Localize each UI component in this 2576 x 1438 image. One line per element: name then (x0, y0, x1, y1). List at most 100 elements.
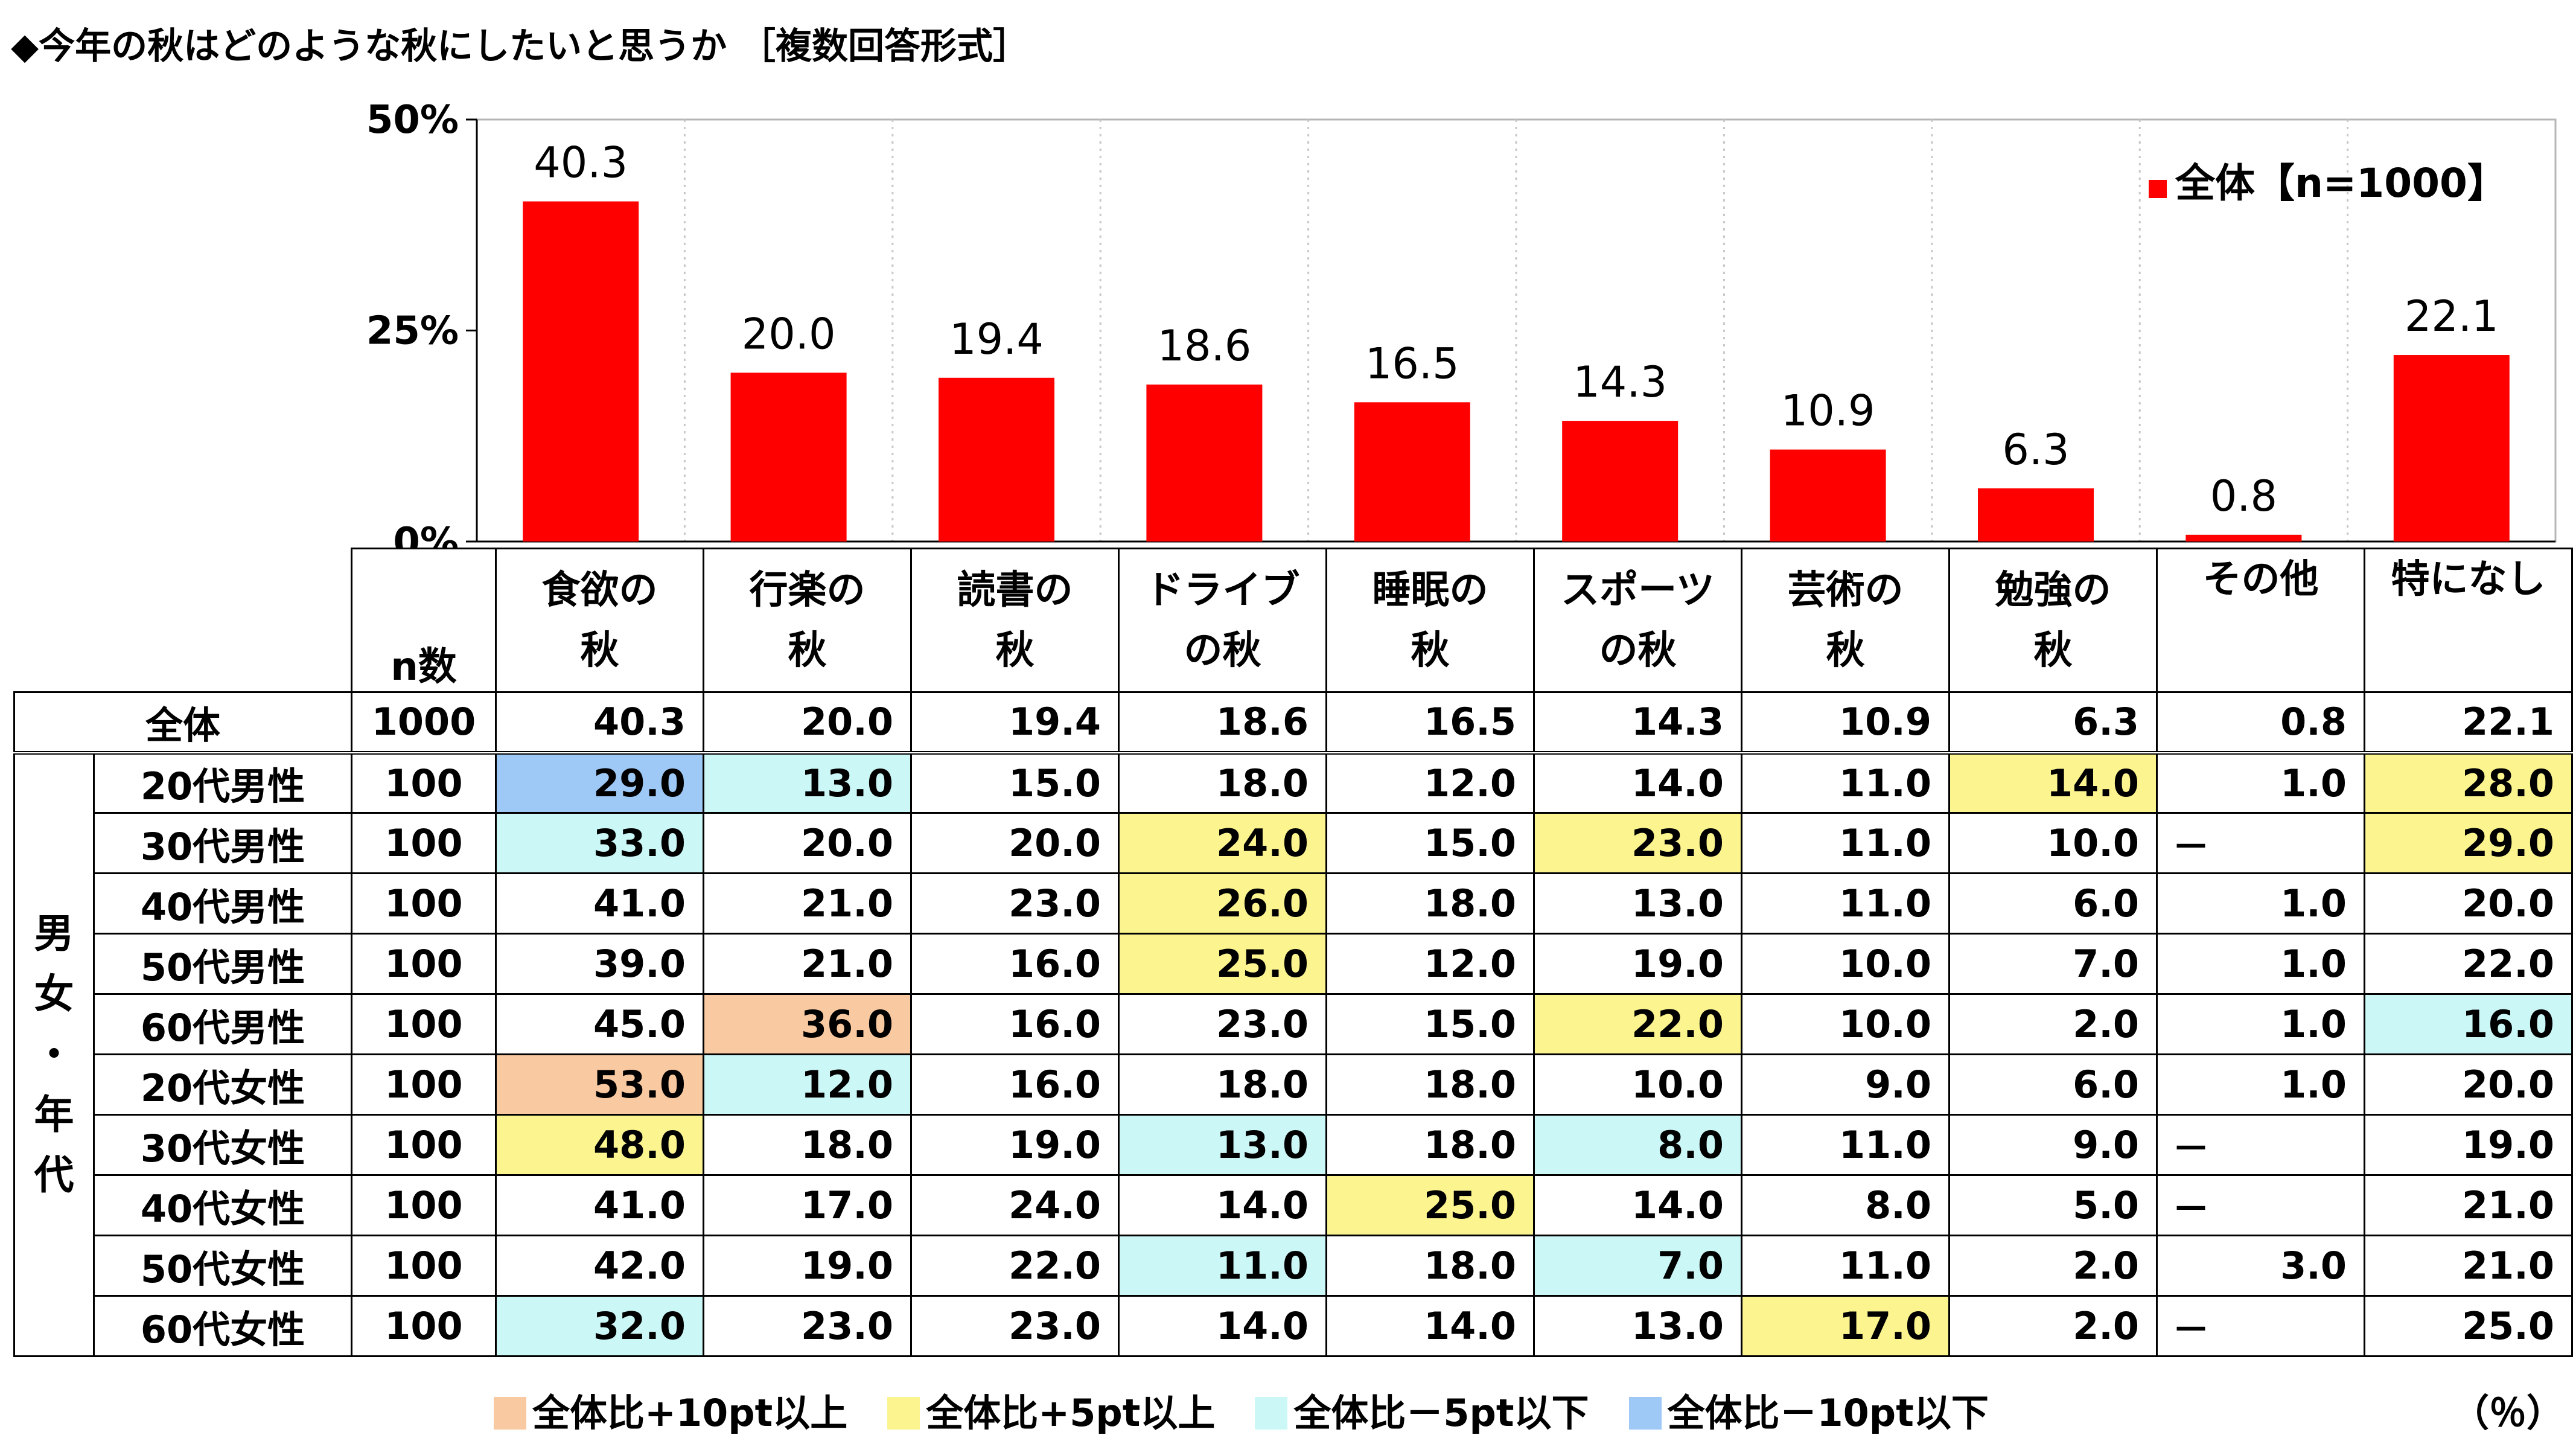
column-header-line: ドライブ (1145, 567, 1300, 613)
highlight-legend-item: 全体比－10pt以下 (1628, 1382, 1989, 1437)
table-cell: 12.0 (1325, 752, 1535, 814)
column-header: 読書の秋 (910, 548, 1120, 693)
table-cell: 10.0 (1533, 1053, 1742, 1116)
y-tick-label: 0% (393, 520, 459, 549)
table-cell: 12.0 (1325, 933, 1535, 995)
data-label: 19.4 (949, 315, 1044, 364)
table-cell: 22.0 (910, 1235, 1120, 1297)
row-label: 20代男性 (93, 752, 352, 814)
group-label-char: 代 (34, 1152, 74, 1199)
table-cell: 18.0 (1325, 872, 1535, 935)
column-header-line: 特になし (2391, 557, 2546, 602)
page-title: ◆今年の秋はどのような秋にしたいと思うか ［複数回答形式］ (11, 25, 1030, 68)
table-cell: 11.0 (1741, 1235, 1950, 1297)
table-cell: 14.0 (1118, 1295, 1327, 1357)
table-cell: 20.0 (703, 812, 912, 874)
table-cell: 7.0 (1948, 933, 2158, 995)
bar (2393, 355, 2510, 542)
column-header-line: 秋 (995, 628, 1035, 673)
table-cell: 21.0 (2364, 1174, 2573, 1236)
total-row-cell: 20.0 (703, 691, 912, 753)
table-cell: － (2156, 812, 2365, 874)
row-n: 100 (351, 1174, 497, 1236)
row-label: 50代女性 (93, 1235, 352, 1297)
table-cell: 17.0 (1741, 1295, 1950, 1357)
total-row-cell: 0.8 (2156, 691, 2365, 753)
column-header-line: 行楽の (749, 567, 866, 613)
table-cell: 29.0 (2364, 812, 2573, 874)
table-cell: 41.0 (495, 872, 704, 935)
table-cell: 41.0 (495, 1174, 704, 1236)
highlight-legend-label: 全体比+10pt以上 (532, 1391, 848, 1435)
column-header: 行楽の秋 (703, 548, 912, 693)
row-n: 100 (351, 872, 497, 935)
row-n: 100 (351, 1295, 497, 1357)
table-cell: 13.0 (1533, 1295, 1742, 1357)
data-label: 6.3 (2002, 425, 2069, 475)
table-cell: 25.0 (1325, 1174, 1535, 1236)
table-cell: 16.0 (910, 933, 1120, 995)
legend-swatch (2149, 180, 2167, 198)
table-cell: 18.0 (1325, 1053, 1535, 1116)
table-cell: 33.0 (495, 812, 704, 874)
table-cell: 1.0 (2156, 993, 2365, 1055)
row-n: 100 (351, 933, 497, 995)
row-n: 100 (351, 1235, 497, 1297)
table-cell: 18.0 (703, 1114, 912, 1176)
table-cell: 23.0 (1118, 993, 1327, 1055)
table-cell: 11.0 (1741, 872, 1950, 935)
table-cell: 19.0 (910, 1114, 1120, 1176)
table-cell: 24.0 (910, 1174, 1120, 1236)
highlight-legend-item: 全体比+10pt以上 (494, 1382, 847, 1437)
row-n: 100 (351, 812, 497, 874)
table-cell: 18.0 (1325, 1235, 1535, 1297)
column-header-line: スポーツ (1561, 567, 1715, 613)
table-cell: 2.0 (1948, 1295, 2158, 1357)
table-cell: 1.0 (2156, 933, 2365, 995)
data-label: 18.6 (1157, 321, 1251, 371)
table-cell: 25.0 (1118, 933, 1327, 995)
table-cell: 15.0 (1325, 993, 1535, 1055)
row-label: 50代男性 (93, 933, 352, 995)
table-cell: 22.0 (1533, 993, 1742, 1055)
total-row-cell: 6.3 (1948, 691, 2158, 753)
table-cell: 12.0 (703, 1053, 912, 1116)
bar (1146, 384, 1263, 542)
table-cell: 1.0 (2156, 752, 2365, 814)
column-header: 睡眠の秋 (1325, 548, 1535, 693)
row-n: 100 (351, 1114, 497, 1176)
table-cell: 23.0 (703, 1295, 912, 1357)
table-cell: 19.0 (703, 1235, 912, 1297)
table-cell: 1.0 (2156, 1053, 2365, 1116)
total-row-cell: 18.6 (1118, 691, 1327, 753)
highlight-legend-label: 全体比－5pt以下 (1293, 1391, 1589, 1435)
bar (1354, 402, 1470, 542)
table-cell: 13.0 (1118, 1114, 1327, 1176)
bar (2185, 534, 2302, 542)
table-cell: 10.0 (1948, 812, 2158, 874)
table-cell: 28.0 (2364, 752, 2573, 814)
highlight-legend-swatch (494, 1397, 526, 1430)
data-label: 22.1 (2405, 292, 2499, 341)
bar (1562, 421, 1679, 542)
table-cell: 14.0 (1533, 1174, 1742, 1236)
row-label: 60代男性 (93, 993, 352, 1055)
table-cell: 21.0 (703, 933, 912, 995)
column-header: 勉強の秋 (1948, 548, 2158, 693)
table-cell: 9.0 (1741, 1053, 1950, 1116)
table-cell: 15.0 (1325, 812, 1535, 874)
column-header-line: 秋 (580, 628, 619, 673)
row-label: 60代女性 (93, 1295, 352, 1357)
table-cell: 20.0 (910, 812, 1120, 874)
column-header-line: の秋 (1599, 628, 1677, 673)
table-cell: 11.0 (1741, 1114, 1950, 1176)
table-cell: 20.0 (2364, 872, 2573, 935)
table-cell: 11.0 (1741, 812, 1950, 874)
table-cell: 11.0 (1741, 752, 1950, 814)
table-cell: 39.0 (495, 933, 704, 995)
column-header: 食欲の秋 (495, 548, 704, 693)
table-cell: 19.0 (1533, 933, 1742, 995)
table-cell: 24.0 (1118, 812, 1327, 874)
table-cell: 9.0 (1948, 1114, 2158, 1176)
column-header-line: 芸術の (1787, 567, 1904, 613)
